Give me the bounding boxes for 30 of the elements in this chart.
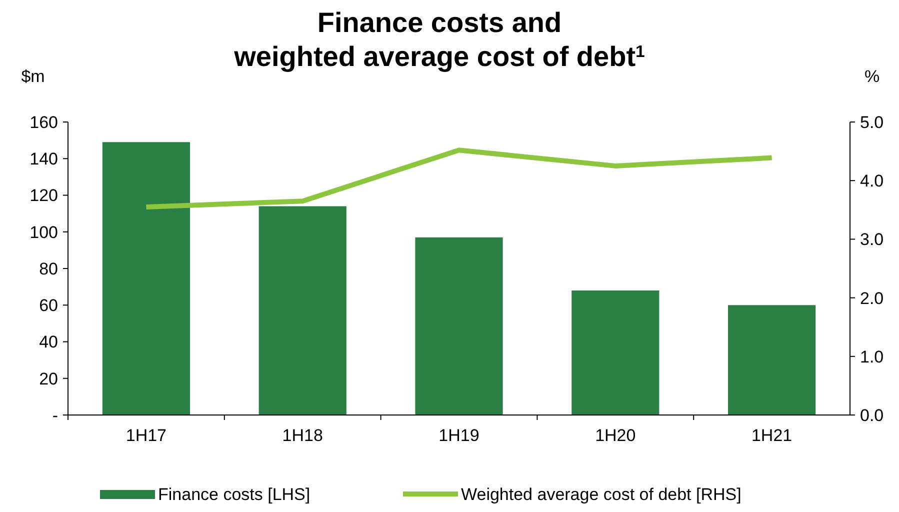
y-tick-label: - [52,406,58,425]
y-tick-label: 160 [30,112,58,132]
y2-tick-label: 5.0 [860,112,884,132]
y-tick-label: 120 [30,186,58,206]
bar [728,305,816,415]
y-tick-label: 80 [39,259,58,278]
x-tick-label: 1H19 [438,426,480,445]
y2-tick-label: 4.0 [860,172,884,191]
bar [572,290,660,415]
y2-axis-title: % [864,67,880,86]
x-tick-label: 1H21 [751,426,792,445]
bar [415,237,503,415]
y-tick-label: 100 [30,222,58,242]
bar [258,206,346,415]
y2-tick-label: 0.0 [860,406,884,425]
x-tick-label: 1H20 [595,426,636,445]
y-tick-label: 40 [39,332,58,352]
bar [102,142,190,415]
x-tick-label: 1H17 [126,426,167,445]
y-tick-label: 140 [30,150,58,169]
chart-title: Finance costs and weighted average cost of debt$^{1}$ [233,7,645,72]
y2-tick-label: 3.0 [860,230,884,250]
y-tick-label: 20 [39,369,58,388]
y2-tick-label: 1.0 [860,347,884,366]
y2-tick-label: 2.0 [860,288,884,308]
legend-label: Finance costs [LHS] [158,485,310,504]
legend-label: Weighted average cost of debt [RHS] [461,485,742,504]
y-tick-label: 60 [39,296,58,316]
y-axis-title: $m [21,67,45,86]
x-tick-label: 1H18 [282,426,323,445]
